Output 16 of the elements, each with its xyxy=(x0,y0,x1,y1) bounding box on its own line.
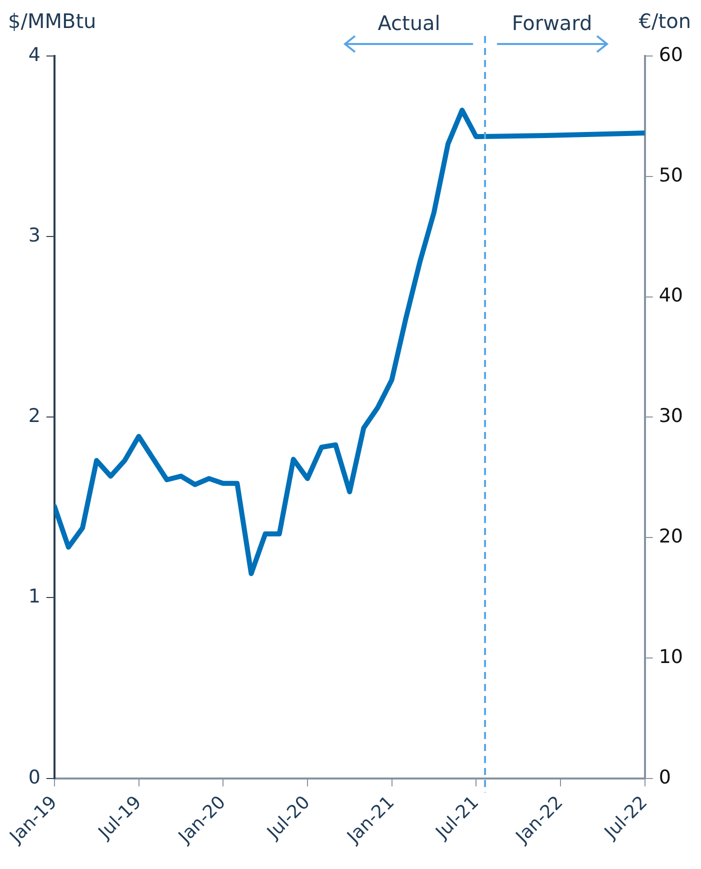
y2-axis-title: €/ton xyxy=(638,9,691,33)
y2-tick-label: 0 xyxy=(658,766,671,788)
y-tick-label: 3 xyxy=(28,224,40,247)
y2-tick-label: 10 xyxy=(658,646,684,668)
y2-tick-label: 60 xyxy=(658,44,684,66)
y-tick-label: 4 xyxy=(28,44,40,66)
y-axis-title: $/MMBtu xyxy=(8,9,96,33)
y2-tick-label: 20 xyxy=(658,525,684,548)
y-tick-label: 2 xyxy=(28,405,40,428)
y2-tick-label: 40 xyxy=(658,284,684,307)
y2-tick-label: 30 xyxy=(658,405,684,428)
y-tick-label: 0 xyxy=(28,766,40,788)
y-tick-label: 1 xyxy=(28,586,40,608)
text: Forward xyxy=(512,11,592,35)
y2-tick-label: 50 xyxy=(658,164,684,186)
text: Actual xyxy=(378,11,440,35)
